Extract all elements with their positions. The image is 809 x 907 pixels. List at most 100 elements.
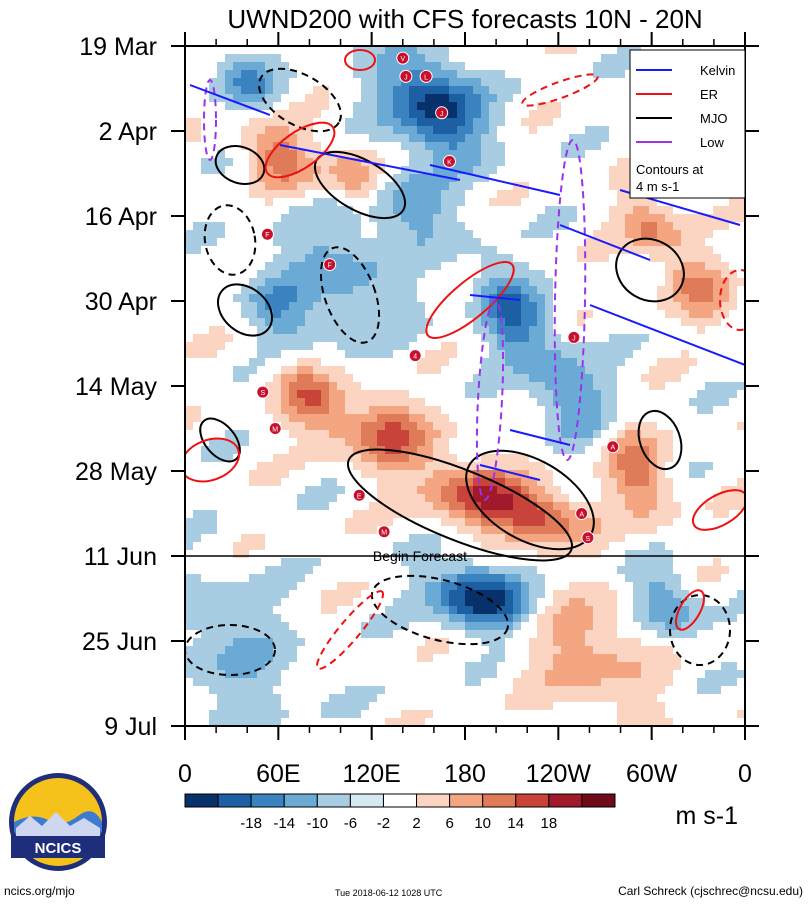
- anomaly-cell: [657, 366, 665, 374]
- footer-site-link[interactable]: ncics.org/mjo: [4, 884, 75, 898]
- footer-author: Carl Schreck (cjschrec@ncsu.edu): [618, 884, 803, 898]
- anomaly-cell: [313, 198, 321, 206]
- anomaly-cell: [265, 190, 273, 198]
- y-tick-label: 2 Apr: [99, 118, 157, 146]
- anomaly-cell: [369, 78, 377, 86]
- anomaly-cell: [353, 310, 361, 318]
- anomaly-cell: [721, 270, 729, 278]
- anomaly-cell: [697, 262, 705, 270]
- x-tick-label: 60W: [626, 760, 678, 788]
- anomaly-cell: [433, 550, 441, 558]
- anomaly-cell: [649, 566, 657, 574]
- colorbar-swatch: [548, 793, 583, 808]
- anomaly-cell: [553, 630, 561, 638]
- anomaly-cell: [417, 398, 425, 406]
- anomaly-cell: [329, 414, 337, 422]
- anomaly-cell: [697, 254, 705, 262]
- anomaly-cell: [609, 174, 617, 182]
- anomaly-cell: [625, 518, 633, 526]
- anomaly-cell: [321, 222, 329, 230]
- anomaly-cell: [505, 590, 513, 598]
- anomaly-cell: [409, 118, 417, 126]
- anomaly-cell: [625, 438, 633, 446]
- anomaly-cell: [417, 142, 425, 150]
- anomaly-cell: [481, 358, 489, 366]
- anomaly-cell: [433, 262, 441, 270]
- anomaly-cell: [481, 502, 489, 510]
- anomaly-cell: [321, 230, 329, 238]
- anomaly-cell: [241, 310, 249, 318]
- anomaly-cell: [617, 478, 625, 486]
- anomaly-cell: [585, 582, 593, 590]
- anomaly-cell: [273, 630, 281, 638]
- anomaly-cell: [585, 414, 593, 422]
- anomaly-cell: [409, 710, 417, 718]
- anomaly-cell: [449, 574, 457, 582]
- anomaly-cell: [249, 62, 257, 70]
- anomaly-cell: [657, 222, 665, 230]
- anomaly-cell: [273, 590, 281, 598]
- anomaly-cell: [265, 646, 273, 654]
- anomaly-cell: [665, 446, 673, 454]
- anomaly-cell: [569, 654, 577, 662]
- anomaly-cell: [393, 326, 401, 334]
- anomaly-cell: [409, 286, 417, 294]
- anomaly-cell: [481, 590, 489, 598]
- anomaly-cell: [433, 582, 441, 590]
- anomaly-cell: [497, 454, 505, 462]
- anomaly-cell: [425, 46, 433, 54]
- anomaly-cell: [529, 694, 537, 702]
- anomaly-cell: [625, 446, 633, 454]
- anomaly-cell: [321, 206, 329, 214]
- anomaly-cell: [337, 334, 345, 342]
- anomaly-cell: [337, 206, 345, 214]
- anomaly-cell: [409, 126, 417, 134]
- anomaly-cell: [385, 478, 393, 486]
- anomaly-cell: [281, 230, 289, 238]
- anomaly-cell: [281, 638, 289, 646]
- anomaly-cell: [609, 414, 617, 422]
- anomaly-cell: [633, 710, 641, 718]
- anomaly-cell: [593, 606, 601, 614]
- anomaly-cell: [689, 294, 697, 302]
- anomaly-cell: [537, 118, 545, 126]
- anomaly-cell: [281, 182, 289, 190]
- anomaly-cell: [417, 134, 425, 142]
- anomaly-cell: [345, 518, 353, 526]
- anomaly-cell: [713, 382, 721, 390]
- anomaly-cell: [537, 222, 545, 230]
- anomaly-cell: [433, 118, 441, 126]
- anomaly-cell: [225, 646, 233, 654]
- anomaly-cell: [545, 350, 553, 358]
- anomaly-cell: [561, 654, 569, 662]
- anomaly-cell: [737, 278, 745, 286]
- legend-label: ER: [700, 87, 718, 102]
- anomaly-cell: [329, 478, 337, 486]
- anomaly-cell: [585, 542, 593, 550]
- anomaly-cell: [345, 430, 353, 438]
- anomaly-cell: [729, 678, 737, 686]
- anomaly-cell: [633, 470, 641, 478]
- anomaly-cell: [617, 710, 625, 718]
- anomaly-cell: [633, 558, 641, 566]
- anomaly-cell: [321, 422, 329, 430]
- anomaly-cell: [529, 110, 537, 118]
- anomaly-cell: [521, 326, 529, 334]
- anomaly-cell: [489, 454, 497, 462]
- anomaly-cell: [377, 342, 385, 350]
- anomaly-cell: [361, 334, 369, 342]
- anomaly-cell: [449, 214, 457, 222]
- anomaly-cell: [425, 198, 433, 206]
- anomaly-cell: [489, 542, 497, 550]
- anomaly-cell: [673, 590, 681, 598]
- anomaly-cell: [649, 582, 657, 590]
- anomaly-cell: [305, 206, 313, 214]
- anomaly-cell: [417, 246, 425, 254]
- anomaly-cell: [265, 462, 273, 470]
- anomaly-cell: [649, 702, 657, 710]
- anomaly-cell: [729, 598, 737, 606]
- anomaly-cell: [665, 646, 673, 654]
- anomaly-cell: [337, 318, 345, 326]
- anomaly-cell: [481, 86, 489, 94]
- anomaly-cell: [625, 566, 633, 574]
